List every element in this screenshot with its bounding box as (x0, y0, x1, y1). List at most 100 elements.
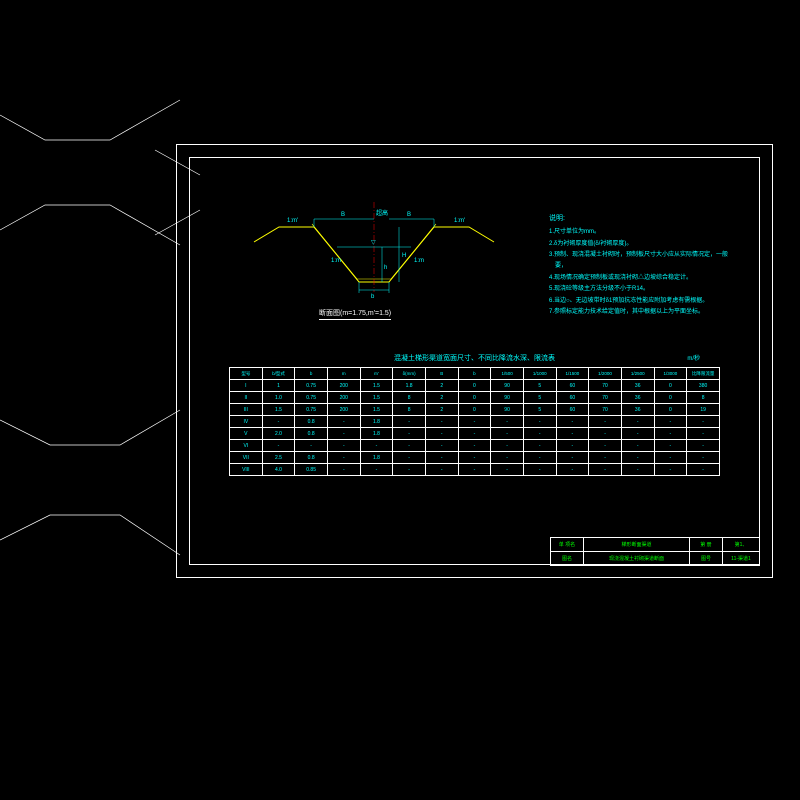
table-cell: - (687, 452, 720, 464)
table-cell: 5 (523, 404, 556, 416)
table-cell: 36 (621, 380, 654, 392)
table-cell: 8 (393, 392, 426, 404)
table-cell: - (491, 464, 524, 476)
table-cell: 1.5 (262, 404, 295, 416)
table-cell: I (230, 380, 263, 392)
table-cell: - (687, 440, 720, 452)
table-cell: 1.5 (360, 392, 393, 404)
svg-text:1:m: 1:m (331, 258, 341, 264)
table-row: III1.50.752001.5820905607036019 (230, 404, 720, 416)
cross-section-diagram: ▽ b B B H h (249, 187, 509, 307)
table-cell: - (687, 416, 720, 428)
svg-text:▽: ▽ (371, 240, 376, 246)
table-header-cell: 1/2500 (621, 368, 654, 380)
table-cell: VIII (230, 464, 263, 476)
note-item: 2.δ为衬砌厚度值(δ/衬砌厚度)。 (549, 239, 749, 250)
svg-text:h: h (384, 265, 387, 271)
table-cell: - (327, 416, 360, 428)
tb-project: 梯形断面渠道 (584, 538, 690, 552)
table-cell: - (425, 440, 458, 452)
table-title: 混凝土梯形渠道宽面尺寸、不同比降流水深、限流表 (189, 353, 760, 363)
table-cell: 8 (393, 404, 426, 416)
table-cell: - (523, 428, 556, 440)
table-cell: - (556, 428, 589, 440)
table-cell: V (230, 428, 263, 440)
table-cell: 90 (491, 392, 524, 404)
table-cell: - (687, 428, 720, 440)
table-cell: - (393, 416, 426, 428)
table-header-cell: B (425, 368, 458, 380)
svg-text:B: B (341, 212, 345, 218)
table-header-cell: δ(mm) (393, 368, 426, 380)
table-cell: 0 (458, 380, 491, 392)
table-cell: 200 (327, 392, 360, 404)
table-cell: 70 (589, 392, 622, 404)
table-cell: - (393, 428, 426, 440)
table-cell: 1.8 (360, 452, 393, 464)
table-cell: - (491, 452, 524, 464)
table-cell: - (654, 464, 687, 476)
table-cell: 0.75 (295, 392, 328, 404)
table-cell: - (458, 440, 491, 452)
title-block: 单 项名 梯形断面渠道 第 册 第1、 图名 现浇混凝土衬砌渠道断面 图号 11… (550, 537, 760, 565)
table-unit: m/秒 (687, 353, 700, 362)
table-cell: 0.8 (295, 452, 328, 464)
section-caption: 断面图(m=1.75,m'=1.5) (319, 308, 391, 320)
notes-block: 说明: 1.尺寸单位为mm。 2.δ为衬砌厚度值(δ/衬砌厚度)。 3.预制、现… (549, 212, 749, 318)
table-header-cell: 1/1500 (556, 368, 589, 380)
table-header-cell: 1/2000 (589, 368, 622, 380)
table-cell: - (360, 440, 393, 452)
table-cell: 2 (425, 392, 458, 404)
table-cell: - (425, 464, 458, 476)
tb-label: 单 项名 (551, 538, 584, 552)
table-cell: - (425, 416, 458, 428)
svg-text:1:m': 1:m' (287, 218, 298, 224)
svg-text:1:m': 1:m' (454, 218, 465, 224)
table-cell: 70 (589, 404, 622, 416)
table-cell: - (458, 416, 491, 428)
table-header-cell: m' (360, 368, 393, 380)
table-cell: 70 (589, 380, 622, 392)
table-cell: 0.75 (295, 380, 328, 392)
table-cell: - (621, 440, 654, 452)
table-cell: - (621, 452, 654, 464)
tb-label: 第 册 (690, 538, 723, 552)
svg-text:B: B (407, 212, 411, 218)
table-cell: 1.0 (262, 392, 295, 404)
svg-text:超高: 超高 (376, 209, 388, 217)
svg-text:b: b (371, 294, 375, 300)
table-cell: - (425, 452, 458, 464)
table-cell: - (491, 416, 524, 428)
table-cell: - (589, 416, 622, 428)
table-cell: - (458, 452, 491, 464)
tb-vol: 第1、 (723, 538, 760, 552)
drawing-content: ▽ b B B H h (189, 157, 760, 537)
table-cell: - (556, 416, 589, 428)
table-header-cell: b/型式 (262, 368, 295, 380)
table-header-cell: b (295, 368, 328, 380)
table-row: VIII4.00.85------------ (230, 464, 720, 476)
table-cell: 8 (687, 392, 720, 404)
table-cell: 36 (621, 404, 654, 416)
table-cell: - (687, 464, 720, 476)
table-cell: - (589, 440, 622, 452)
table-cell: - (458, 428, 491, 440)
note-item: 要， (549, 261, 749, 272)
table-row: IV-0.8-1.8---------- (230, 416, 720, 428)
table-cell: - (327, 452, 360, 464)
table-cell: 60 (556, 392, 589, 404)
note-item: 5.现浇砼等级主方法分级不小于R14。 (549, 284, 749, 295)
table-cell: 5 (523, 380, 556, 392)
table-cell: VII (230, 452, 263, 464)
table-cell: 1.8 (360, 428, 393, 440)
table-row: VI-------------- (230, 440, 720, 452)
table-cell: - (654, 428, 687, 440)
table-header-cell: m (327, 368, 360, 380)
table-cell: 1.5 (360, 380, 393, 392)
table-cell: 60 (556, 404, 589, 416)
table-cell: - (393, 452, 426, 464)
notes-title: 说明: (549, 212, 749, 225)
table-header-cell: 型号 (230, 368, 263, 380)
table-cell: - (654, 416, 687, 428)
table-cell: - (654, 452, 687, 464)
